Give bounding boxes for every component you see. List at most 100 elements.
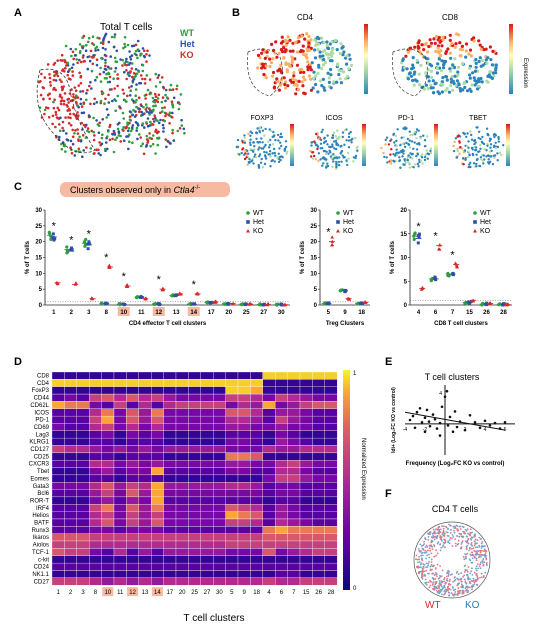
heatmap-cell bbox=[237, 437, 251, 446]
heatmap-x-label: T cell clusters bbox=[184, 613, 245, 624]
expression-point bbox=[257, 148, 260, 151]
expression-point bbox=[424, 42, 428, 47]
tsne-point bbox=[475, 583, 478, 586]
heatmap-cell bbox=[175, 430, 189, 439]
expression-point bbox=[386, 161, 389, 164]
tsne-point bbox=[466, 528, 469, 530]
heatmap-cell bbox=[175, 555, 189, 564]
heatmap-cell bbox=[324, 540, 338, 549]
tsne-point bbox=[462, 591, 465, 593]
expression-point bbox=[255, 137, 258, 140]
tsne-point bbox=[425, 581, 428, 584]
expression-point bbox=[335, 80, 339, 84]
heatmap-cell bbox=[188, 445, 201, 453]
tsne-point bbox=[118, 105, 121, 108]
expression-point bbox=[440, 44, 444, 48]
heatmap-cell bbox=[213, 570, 226, 578]
tsne-point bbox=[473, 544, 476, 547]
heatmap-cell bbox=[126, 482, 139, 490]
tsne-point bbox=[92, 55, 95, 59]
expression-point bbox=[468, 163, 471, 166]
heatmap-row-label: CD25 bbox=[34, 454, 50, 460]
heatmap-cell bbox=[175, 401, 189, 409]
expression-colorbar-label: Expression bbox=[522, 58, 528, 88]
tsne-point bbox=[136, 122, 139, 125]
heatmap-cell bbox=[225, 526, 239, 534]
heatmap-cell bbox=[89, 526, 102, 534]
heatmap-cell bbox=[312, 577, 325, 586]
heatmap-column-label: 15 bbox=[303, 590, 310, 596]
tsne-point bbox=[460, 543, 463, 545]
tsne-point bbox=[76, 132, 80, 135]
tsne-point bbox=[89, 102, 92, 106]
tsne-point bbox=[165, 145, 168, 149]
data-point-het bbox=[485, 303, 488, 307]
heatmap-cell bbox=[76, 408, 90, 417]
x-axis-label: Treg Clusters bbox=[326, 321, 365, 327]
expression-point bbox=[292, 74, 296, 78]
panel-label-b: B bbox=[232, 7, 240, 19]
tsne-point bbox=[58, 78, 62, 82]
heatmap-cell bbox=[113, 423, 127, 431]
heatmap-cell bbox=[200, 540, 214, 549]
panel-label-a: A bbox=[14, 7, 22, 19]
heatmap-cell bbox=[225, 393, 239, 402]
expression-point bbox=[352, 160, 355, 163]
tsne-point bbox=[73, 54, 77, 57]
expression-point bbox=[314, 143, 318, 147]
expression-point bbox=[442, 59, 446, 63]
expression-point bbox=[432, 91, 436, 95]
data-point-wt bbox=[84, 237, 88, 242]
heatmap-cell bbox=[51, 445, 65, 453]
significance-star: * bbox=[52, 220, 57, 232]
tsne-point bbox=[61, 120, 65, 124]
tsne-point bbox=[435, 536, 438, 538]
tsne-point bbox=[125, 69, 128, 72]
expression-point bbox=[272, 85, 276, 89]
tsne-point bbox=[434, 583, 437, 586]
expression-point bbox=[279, 141, 282, 144]
expression-point bbox=[449, 56, 453, 60]
tsne-point bbox=[76, 96, 80, 99]
tsne-point bbox=[435, 554, 438, 557]
tsne-point bbox=[437, 541, 440, 544]
data-point-het bbox=[70, 248, 74, 252]
heatmap-cell bbox=[76, 518, 90, 527]
expression-point bbox=[429, 149, 432, 153]
expression-point bbox=[311, 157, 314, 160]
heatmap-cell bbox=[126, 540, 139, 549]
tsne-point bbox=[180, 124, 184, 127]
expression-point bbox=[398, 151, 401, 154]
heatmap-cell bbox=[324, 430, 338, 439]
expression-point bbox=[256, 140, 259, 144]
heatmap-cell bbox=[299, 540, 313, 549]
heatmap-cell bbox=[250, 430, 263, 439]
expression-point bbox=[467, 165, 470, 169]
expression-point bbox=[417, 165, 420, 168]
expression-point bbox=[349, 130, 352, 134]
expression-point bbox=[247, 132, 250, 135]
expression-point bbox=[321, 77, 325, 81]
tsne-point bbox=[169, 83, 173, 87]
tsne-point bbox=[140, 110, 143, 114]
tsne-point bbox=[143, 77, 147, 81]
heatmap-cell bbox=[324, 371, 338, 380]
tsne-point bbox=[60, 80, 63, 83]
tsne-point bbox=[439, 584, 442, 586]
tsne-point bbox=[67, 116, 70, 119]
tsne-point bbox=[137, 70, 141, 73]
heatmap-cell bbox=[312, 474, 325, 483]
heatmap-cell bbox=[163, 518, 177, 527]
expression-point bbox=[429, 147, 432, 150]
expression-point bbox=[439, 82, 443, 86]
tsne-point bbox=[427, 562, 429, 565]
expression-point bbox=[246, 149, 249, 153]
tsne-point bbox=[69, 116, 72, 120]
heatmap-cell bbox=[151, 489, 164, 498]
tsne-point bbox=[457, 539, 460, 542]
expression-point bbox=[333, 154, 336, 157]
panel-a-title: Total T cells bbox=[100, 22, 152, 33]
tsne-point bbox=[113, 87, 116, 90]
tsne-point bbox=[123, 36, 127, 39]
expression-point bbox=[411, 152, 414, 156]
